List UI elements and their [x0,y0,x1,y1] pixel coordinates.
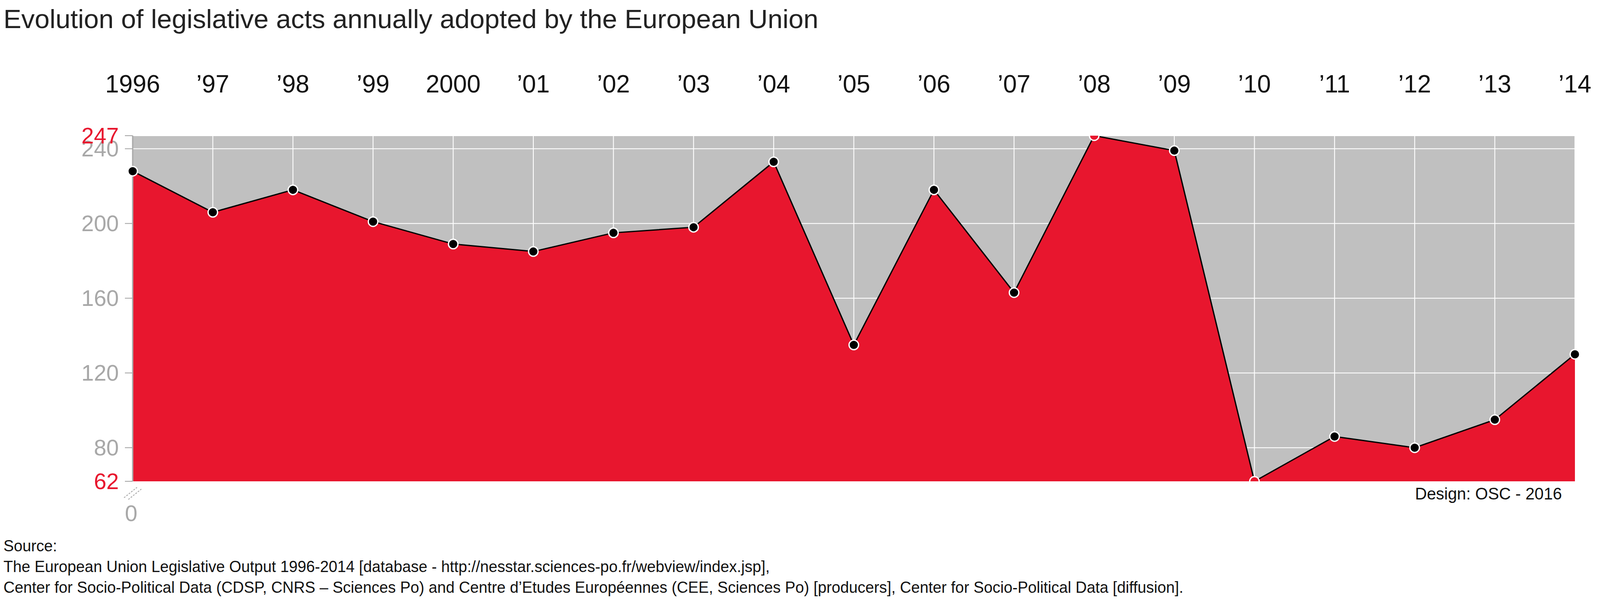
html-text:The European Union Legislative: The European Union Legislative Output 19… [3,557,770,576]
html-text:Design: OSC - 2016: Design: OSC - 2016 [1414,484,1562,504]
svg-text:2000: 2000 [425,70,481,98]
svg-text:’97: ’97 [196,70,230,98]
svg-text:’01: ’01 [516,70,550,98]
svg-text:’98: ’98 [276,70,310,98]
svg-text:’14: ’14 [1558,70,1592,98]
svg-text:240: 240 [81,136,119,162]
svg-text:200: 200 [81,210,119,236]
html-text:Source:: Source: [3,537,58,555]
svg-text:247: 247 [81,123,119,149]
svg-text:62: 62 [93,468,119,491]
svg-text:’05: ’05 [837,70,871,98]
html-text:Evolution of legislative acts: Evolution of legislative acts annually a… [3,3,819,34]
svg-text:’12: ’12 [1398,70,1432,98]
svg-text:’03: ’03 [677,70,711,98]
svg-text:’13: ’13 [1478,70,1512,98]
svg-text:’11: ’11 [1319,70,1351,98]
svg-text:120: 120 [81,360,119,386]
svg-text:’02: ’02 [596,70,630,98]
svg-text:’99: ’99 [356,70,390,98]
svg-text:’08: ’08 [1077,70,1111,98]
svg-text:’04: ’04 [757,70,791,98]
svg-text:1996: 1996 [105,70,161,98]
svg-text:’07: ’07 [997,70,1031,98]
svg-text:’09: ’09 [1157,70,1191,98]
svg-text:’10: ’10 [1237,70,1271,98]
svg-text:’06: ’06 [917,70,951,98]
svg-text:80: 80 [93,435,119,461]
html-text:Center for Socio-Political Dat: Center for Socio-Political Data (CDSP, C… [3,578,1184,597]
svg-text:160: 160 [81,285,119,311]
html-text:0: 0 [124,500,138,526]
